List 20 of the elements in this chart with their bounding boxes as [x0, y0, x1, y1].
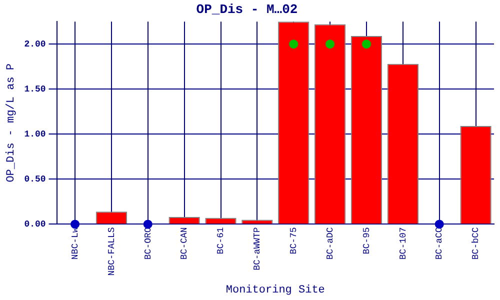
- x-tick-label: BC-aWWTP: [252, 227, 263, 270]
- y-tick-label: 0.50: [24, 174, 46, 184]
- x-tick-label: BC-CAN: [180, 227, 190, 260]
- y-tick-label: 1.50: [24, 84, 46, 94]
- x-tick-label: BC-aCC: [434, 226, 445, 260]
- y-tick-label: 0.00: [24, 219, 46, 230]
- x-tick-label: BC-95: [362, 227, 372, 254]
- x-tick-label: BC-bCC: [471, 226, 482, 260]
- x-tick-label: BC-61: [216, 227, 226, 254]
- y-tick-label: 2.00: [24, 39, 46, 50]
- x-tick-label: NBC-Lw: [70, 226, 80, 260]
- y-tick-label: 1.00: [24, 129, 46, 140]
- y-axis-title: OP_Dis - mg/L as P: [6, 63, 18, 182]
- chart-title: OP_Dis - M…02: [196, 2, 298, 18]
- x-tick-label: BC-107: [398, 227, 408, 260]
- x-tick-label: NBC-FALLS: [106, 227, 117, 276]
- x-tick-label: BC-75: [289, 227, 300, 254]
- x-tick-label: BC-ORO: [143, 227, 154, 260]
- x-tick-label: BC-aDC: [325, 226, 336, 260]
- x-axis-title: Monitoring Site: [226, 284, 325, 296]
